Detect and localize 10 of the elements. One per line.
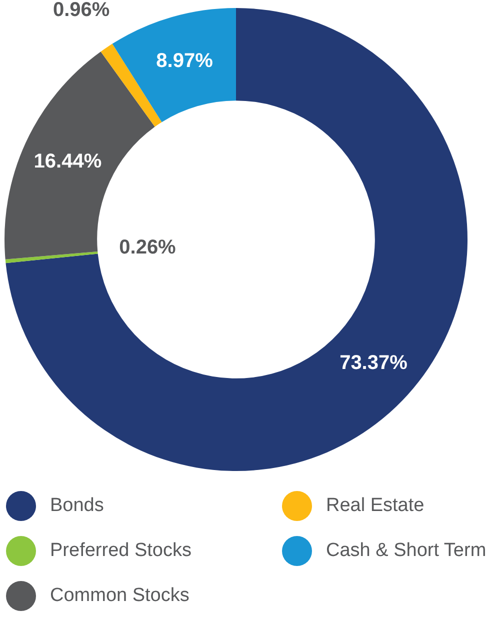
legend-label: Bonds <box>50 494 104 516</box>
legend-label: Preferred Stocks <box>50 540 192 562</box>
data-label: 0.26% <box>119 236 176 258</box>
legend-label: Common Stocks <box>50 584 190 606</box>
data-label: 8.97% <box>156 50 214 72</box>
data-label: 16.44% <box>34 150 102 173</box>
legend-label: Real Estate <box>326 494 424 516</box>
data-label: 73.37% <box>340 352 408 374</box>
data-label: 0.96% <box>52 0 110 21</box>
legend-label: Cash & Short Term <box>326 540 486 562</box>
